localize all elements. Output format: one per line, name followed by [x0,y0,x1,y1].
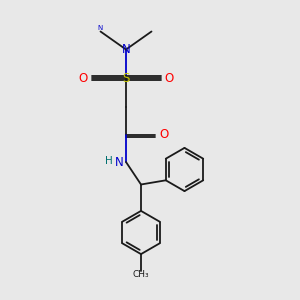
Text: N: N [97,25,103,31]
Text: S: S [122,71,130,85]
Text: O: O [164,71,173,85]
Text: H: H [105,155,113,166]
Text: O: O [79,71,88,85]
Text: O: O [159,128,168,142]
Text: CH₃: CH₃ [133,270,149,279]
Text: N: N [122,43,130,56]
Text: N: N [115,155,124,169]
